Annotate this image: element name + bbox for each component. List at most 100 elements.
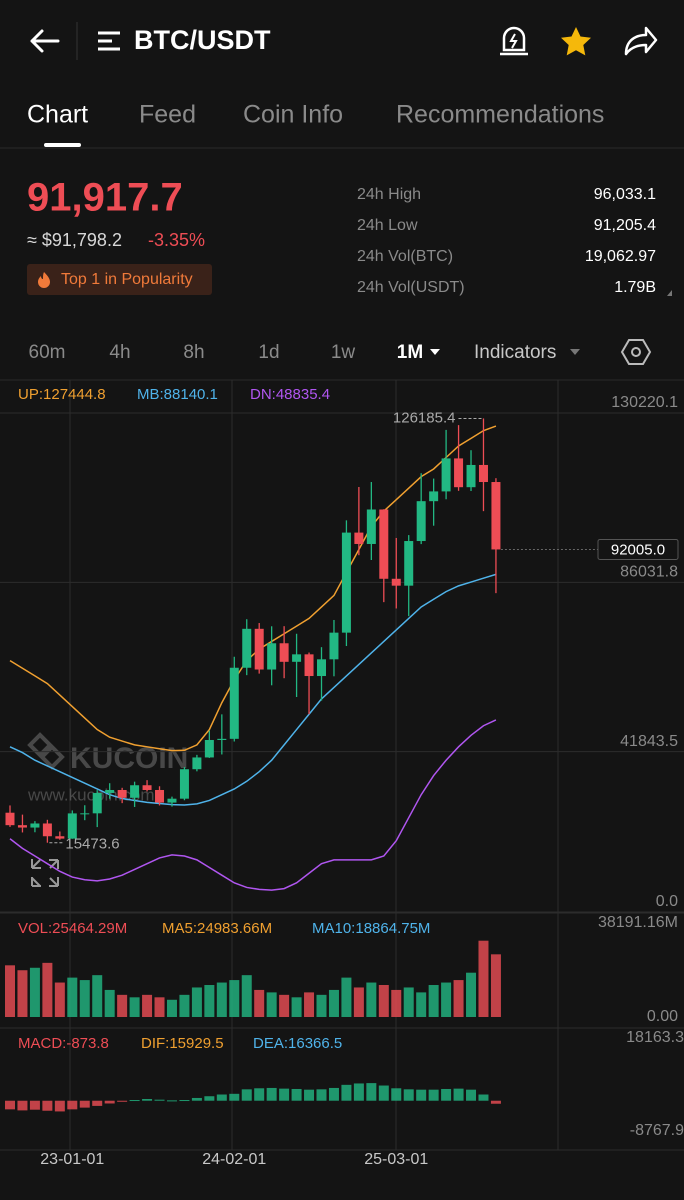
candle-body	[391, 578, 401, 586]
macd-bar	[466, 1089, 477, 1101]
volume-bar	[204, 985, 215, 1017]
macd-bar	[416, 1089, 427, 1101]
volume-bar	[416, 992, 427, 1017]
candle-body	[167, 798, 177, 803]
timeframe[interactable]: 1w	[331, 342, 356, 363]
legend-entry: MB:88140.1	[137, 386, 218, 403]
stat-label: 24h Vol(BTC)	[357, 248, 453, 265]
stat-label: 24h Low	[357, 217, 418, 234]
macd-bar	[92, 1100, 103, 1106]
band-line	[9, 719, 497, 891]
menu-icon[interactable]	[98, 31, 120, 51]
y-tick-label: -8767.9	[630, 1122, 684, 1139]
timeframe[interactable]: 1M	[397, 342, 423, 363]
legend-entry: DIF:15929.5	[141, 1035, 224, 1052]
stat-value: 96,033.1	[594, 186, 656, 203]
volume-bar	[254, 989, 265, 1017]
y-tick-label: 0.00	[647, 1008, 678, 1025]
candle-body	[192, 757, 202, 770]
back-button[interactable]	[30, 29, 60, 53]
max-label: 126185.4	[393, 409, 456, 426]
candle-body	[105, 789, 115, 793]
macd-bar	[341, 1084, 352, 1101]
candle-body	[354, 532, 364, 544]
candle-body	[379, 509, 389, 579]
timeframe[interactable]: 4h	[109, 342, 130, 363]
macd-bar	[241, 1089, 252, 1101]
stat-value: 1.79B	[614, 279, 656, 296]
macd-bar	[304, 1089, 315, 1101]
macd-bar	[266, 1087, 277, 1101]
indicators-button[interactable]: Indicators	[474, 342, 556, 363]
timeframe[interactable]: 60m	[29, 342, 66, 363]
volume-bar	[92, 975, 103, 1017]
candle-body	[17, 825, 27, 828]
macd-bar	[428, 1089, 439, 1101]
volume-bar	[129, 997, 140, 1017]
volume-bar	[142, 994, 153, 1017]
candle-body	[55, 836, 65, 839]
macd-bar	[67, 1100, 78, 1110]
timeframe[interactable]: 8h	[183, 342, 204, 363]
legend-entry: MACD:-873.8	[18, 1035, 109, 1052]
macd-bar	[279, 1088, 290, 1101]
watermark: KUCOIN www.kucoin.com	[27, 732, 188, 804]
volume-bar	[179, 994, 190, 1017]
candle-body	[341, 532, 351, 633]
volume-bar	[166, 999, 177, 1017]
candle-body	[254, 628, 264, 670]
macd-bar	[117, 1100, 128, 1102]
corner-mark	[667, 290, 672, 296]
macd-bar	[17, 1100, 28, 1111]
macd-bar	[179, 1100, 190, 1102]
min-label: 15473.6	[65, 836, 119, 853]
pair-title[interactable]: BTC/USDT	[134, 25, 271, 55]
alert-icon[interactable]	[500, 26, 528, 56]
volume-bar	[17, 970, 28, 1017]
macd-bar	[254, 1088, 265, 1101]
macd-bar	[142, 1098, 153, 1101]
volume-bar	[453, 980, 464, 1017]
candle-body	[366, 509, 376, 544]
macd-bar	[378, 1085, 389, 1101]
macd-bar	[441, 1088, 452, 1101]
dropdown-arrow	[570, 349, 580, 355]
band-line	[9, 425, 497, 752]
candle-body	[117, 789, 127, 798]
share-icon[interactable]	[624, 26, 658, 56]
macd-bar	[353, 1083, 364, 1101]
macd-bar	[104, 1100, 115, 1104]
tab[interactable]: Chart	[27, 101, 88, 129]
macd-bar	[154, 1099, 165, 1101]
tab[interactable]: Coin Info	[243, 101, 343, 129]
y-tick-label: 130220.1	[611, 394, 678, 411]
stat-label: 24h Vol(USDT)	[357, 279, 465, 296]
volume-bar	[403, 987, 414, 1017]
popularity-badge[interactable]: Top 1 in Popularity	[61, 271, 193, 288]
legend-entry: MA5:24983.66M	[162, 920, 272, 937]
macd-bar	[29, 1100, 40, 1110]
volume-bar	[279, 994, 290, 1017]
tab[interactable]: Feed	[139, 101, 196, 129]
legend-entry: DEA:16366.5	[253, 1035, 342, 1052]
volume-bar	[117, 994, 128, 1017]
timeframe[interactable]: 1d	[258, 342, 279, 363]
volume-bar	[54, 982, 65, 1017]
tab[interactable]: Recommendations	[396, 101, 604, 129]
macd-bar	[490, 1100, 501, 1104]
y-tick-label: 18163.3	[626, 1029, 684, 1046]
volume-bar	[79, 980, 90, 1017]
expand-icon[interactable]	[31, 859, 59, 887]
macd-bar	[391, 1088, 402, 1101]
macd-bar	[5, 1100, 15, 1110]
macd-bar	[216, 1094, 227, 1101]
candle-body	[80, 813, 90, 815]
favorite-star[interactable]	[561, 27, 591, 56]
settings-icon[interactable]	[620, 339, 652, 365]
volume-bar	[191, 987, 202, 1017]
x-tick-label: 23-01-01	[40, 1151, 104, 1168]
volume-bar	[29, 967, 40, 1017]
candle-body	[242, 628, 252, 668]
